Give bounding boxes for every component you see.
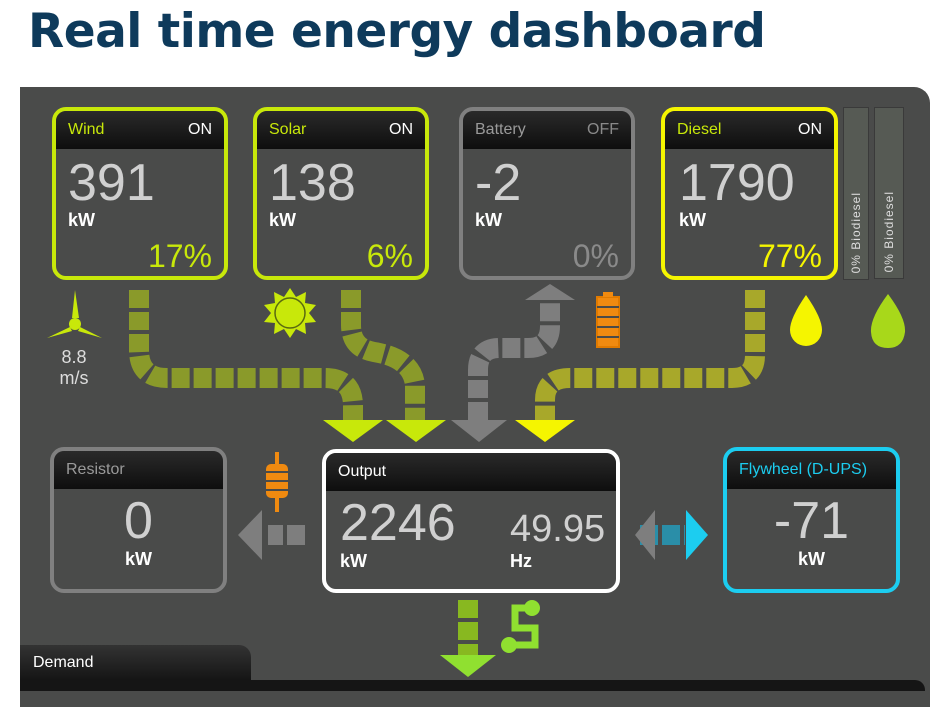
battery-flow — [468, 300, 560, 420]
wind-card[interactable]: Wind ON 391 kW 17% — [52, 107, 228, 280]
solar-card[interactable]: Solar ON 138 kW 6% — [253, 107, 429, 280]
status-badge: ON — [798, 121, 822, 138]
status-badge: ON — [389, 121, 413, 138]
flywheel-card[interactable]: Flywheel (D-UPS) -71 kW — [723, 447, 900, 593]
leaf-icon — [870, 294, 906, 348]
energy-flows — [47, 284, 906, 677]
tab-demand[interactable]: Demand — [20, 645, 251, 680]
diesel-flow — [535, 290, 765, 420]
output-card[interactable]: Output 2246 kW 49.95 Hz — [322, 449, 620, 593]
status-badge: ON — [188, 121, 212, 138]
status-badge: OFF — [587, 121, 619, 138]
solar-flow — [341, 290, 425, 420]
diesel-card[interactable]: Diesel ON 1790 kW 77% — [661, 107, 838, 280]
wind-speed: 8.8 m/s — [59, 347, 89, 388]
wind-flow — [129, 290, 363, 420]
sun-icon — [264, 288, 316, 338]
resistor-card[interactable]: Resistor 0 kW — [50, 447, 227, 593]
biodiesel-bar: 0% Biodiesel — [843, 107, 869, 280]
battery-card[interactable]: Battery OFF -2 kW 0% — [459, 107, 635, 280]
page-title: Real time energy dashboard — [28, 4, 766, 59]
demand-chart-area — [20, 680, 925, 691]
resistor-icon — [266, 452, 288, 512]
biodiesel-bar: 0% Biodiesel — [874, 107, 904, 279]
wind-turbine-icon — [47, 290, 102, 338]
battery-icon — [596, 292, 620, 348]
fuel-drop-icon — [790, 295, 822, 346]
grid-icon — [511, 604, 539, 649]
